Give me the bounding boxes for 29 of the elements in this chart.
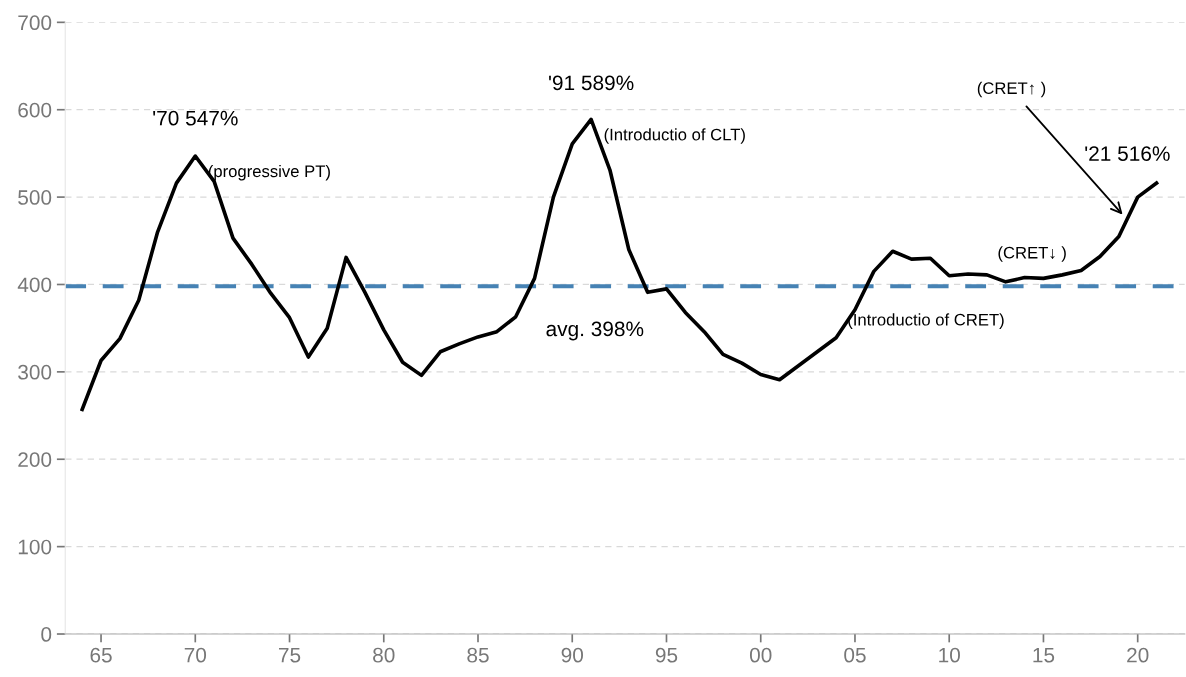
y-tick-label: 400 [17, 277, 52, 293]
y-tick-label: 300 [18, 364, 52, 380]
x-tick-label: 85 [467, 647, 489, 663]
annotation: '91 589% [549, 75, 634, 91]
x-tick-label: 65 [90, 647, 112, 663]
ref-line-label: avg. 398% [546, 321, 644, 341]
x-tick-label: 80 [373, 647, 395, 663]
y-tick-label: 700 [18, 15, 52, 31]
x-tick-label: 00 [749, 647, 772, 663]
x-tick-label: 95 [655, 647, 678, 663]
y-tick-label: 500 [18, 190, 52, 205]
y-tick-label: 200 [18, 452, 52, 467]
y-tick-label: 0 [41, 627, 52, 642]
x-tick-label: 15 [1033, 647, 1055, 663]
y-tick-label: 600 [18, 102, 52, 118]
x-tick-label: 10 [939, 647, 960, 663]
annotation: (Introductio of CLT) [604, 128, 745, 144]
x-tick-label: 20 [1127, 647, 1149, 663]
x-tick-label: 05 [844, 647, 866, 663]
annotation: (Introductio of CRET) [848, 313, 1004, 329]
x-tick-label: 75 [279, 647, 301, 663]
annotation: (progressive PT) [208, 164, 330, 181]
y-tick-label: 100 [18, 539, 52, 555]
x-tick-label: 90 [561, 647, 584, 663]
x-tick-label: 70 [184, 647, 207, 663]
annotation: (CRET↓ ) [998, 246, 1066, 262]
annotation: '21 516% [1085, 146, 1170, 161]
annotation: (CRET↑ ) [977, 81, 1046, 98]
annotation: '70 547% [153, 110, 238, 126]
